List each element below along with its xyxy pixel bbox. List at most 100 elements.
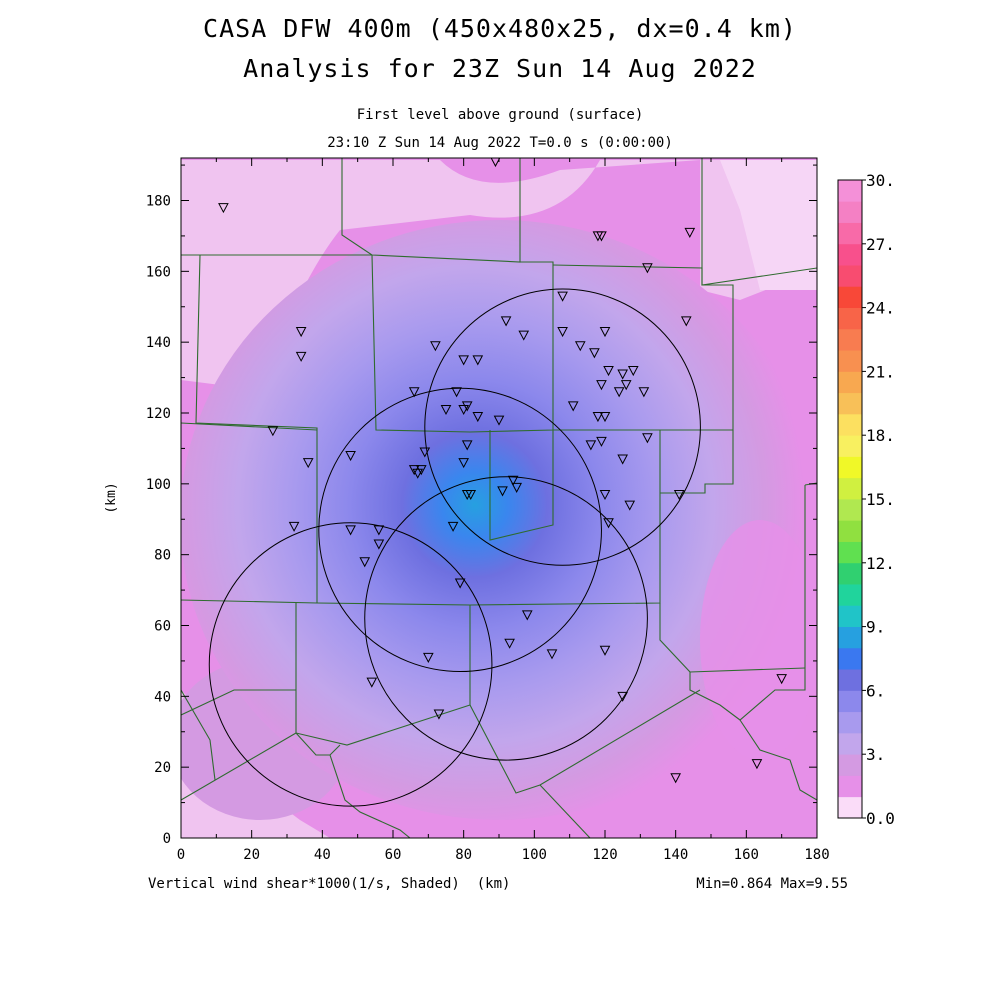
shear-east-flank [700,520,817,760]
colorbar-swatch [838,562,862,585]
colorbar-swatch [838,201,862,223]
time-subtitle: 23:10 Z Sun 14 Aug 2022 T=0.0 s (0:00:00… [327,135,673,151]
chart-title-line2: Analysis for 23Z Sun 14 Aug 2022 [243,54,757,83]
colorbar-swatch [838,541,862,564]
station-marker [302,458,314,469]
station-marker [472,355,484,366]
station-marker [408,387,420,398]
station-marker [642,263,653,274]
colorbar-label: 6. [866,681,885,700]
colorbar-swatch [838,647,862,670]
y-tick-label: 120 [146,406,171,422]
station-marker [620,380,632,391]
station-marker [408,465,420,476]
station-marker [592,412,604,423]
station-marker [412,468,424,479]
x-tick-label: 100 [522,847,547,863]
x-axis: 0 20 40 60 80 100 120 140 160 180 [177,158,830,863]
colorbar-swatch [838,435,862,457]
x-tick-label: 180 [804,847,829,863]
station-marker [504,638,515,649]
station-marker [497,486,508,497]
colorbar-swatch [838,626,862,649]
station-marker [433,709,445,720]
colorbar-swatch [838,520,862,542]
station-marker [596,436,607,447]
station-marker [670,773,681,784]
station-marker [751,759,763,770]
colorbar-swatch [838,477,862,500]
station-marker [373,539,385,550]
station-marker [440,404,452,416]
station-marker [624,500,636,511]
station-marker [557,327,568,338]
station-marker [295,327,307,338]
station-marker [472,412,484,423]
y-tick-label: 40 [154,689,171,705]
x-tick-label: 0 [177,847,185,863]
station-marker [454,578,466,589]
station-marker [447,521,459,532]
colorbar-label: 3. [866,745,885,764]
station-marker [493,415,505,426]
station-marker [603,366,614,377]
colorbar-swatch [838,775,862,798]
station-marker [567,401,579,412]
radar-range-rings [208,288,701,807]
colorbar-label: 24. [866,299,895,318]
station-marker [776,674,787,685]
station-marker [500,316,512,327]
county-boundaries [181,158,817,838]
station-marker [465,489,477,501]
x-tick-label: 40 [314,847,331,863]
station-marker [599,412,611,423]
station-marker [458,355,469,366]
station-marker [603,518,614,529]
shear-maximum-core [181,220,817,820]
station-marker [345,525,356,536]
station-marker [617,691,628,702]
colorbar-swatch [838,180,862,202]
colorbar-swatch [838,307,862,330]
station-marker [638,387,650,398]
y-axis: 0 20 40 60 80 100 120 140 160 180 [146,164,817,847]
station-marker [546,649,558,660]
y-tick-label: 20 [154,760,171,776]
colorbar: 30. 27. 24. 21. 18. 15. 12. 9. 6. 3. 0.0 [837,171,895,828]
x-tick-label: 20 [243,847,260,863]
colorbar-swatch [838,350,862,372]
y-tick-label: 80 [154,548,171,564]
colorbar-swatch [838,732,862,755]
station-marker [596,231,607,242]
colorbar-label: 15. [866,490,895,509]
colorbar-swatch [838,265,862,287]
station-marker [461,440,473,451]
station-marker [613,387,625,398]
station-marker [295,351,307,362]
radar-ring [208,522,493,807]
colorbar-label: 18. [866,426,895,445]
station-marker [585,440,597,451]
station-marker [673,489,685,501]
station-marker [574,341,586,352]
station-marker [596,380,607,391]
station-marker [518,330,530,341]
x-tick-label: 140 [663,847,688,863]
y-tick-label: 60 [154,619,171,635]
station-marker [345,451,356,462]
station-marker [366,677,378,688]
station-marker [627,366,639,377]
colorbar-swatch [838,413,862,436]
station-marker [490,158,501,168]
station-marker [267,426,279,437]
station-marker [599,327,611,338]
footer-variable-text: Vertical wind shear*1000(1/s, Shaded) [148,876,460,892]
colorbar-swatch [838,690,862,713]
shear-field [181,158,817,838]
colorbar-swatch [838,584,862,606]
station-marker [617,454,628,465]
y-tick-label: 0 [163,831,171,847]
station-marker [419,447,431,458]
colorbar-label: 12. [866,554,895,573]
